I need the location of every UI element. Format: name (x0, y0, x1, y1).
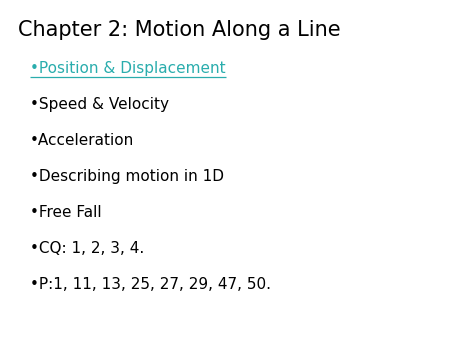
Text: •Describing motion in 1D: •Describing motion in 1D (30, 169, 224, 184)
Text: •Acceleration: •Acceleration (30, 133, 134, 148)
Text: •Free Fall: •Free Fall (30, 205, 102, 220)
Text: Chapter 2: Motion Along a Line: Chapter 2: Motion Along a Line (18, 20, 341, 40)
Text: •Position & Displacement: •Position & Displacement (30, 61, 225, 76)
Text: •CQ: 1, 2, 3, 4.: •CQ: 1, 2, 3, 4. (30, 241, 144, 256)
Text: •Speed & Velocity: •Speed & Velocity (30, 97, 169, 112)
Text: •P:1, 11, 13, 25, 27, 29, 47, 50.: •P:1, 11, 13, 25, 27, 29, 47, 50. (30, 277, 271, 292)
